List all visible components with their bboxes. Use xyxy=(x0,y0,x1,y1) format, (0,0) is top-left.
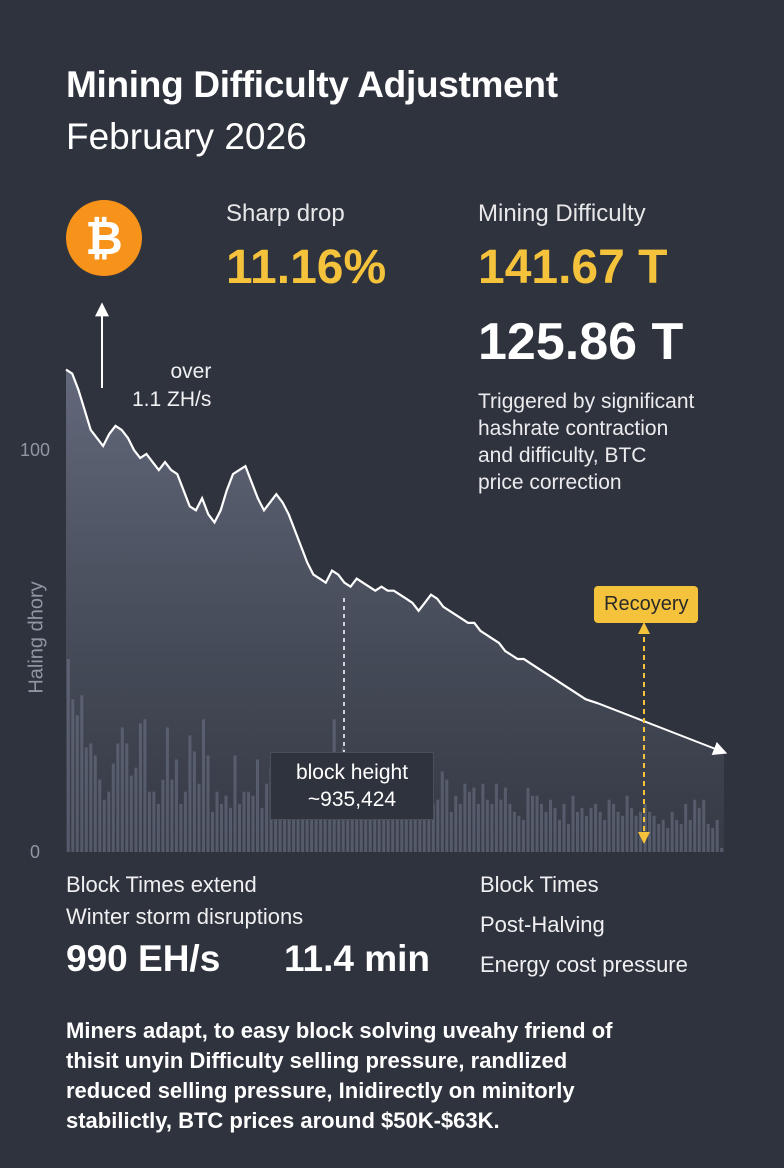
y-axis-title: Haling dhory xyxy=(25,581,48,694)
y-tick-0: 0 xyxy=(30,842,41,862)
summary-paragraph: Miners adapt, to easy block solving uvea… xyxy=(66,1016,756,1136)
hashrate-annotation-line: over xyxy=(170,360,212,383)
trigger-note-line: and difficulty, BTC xyxy=(478,444,647,467)
block-times-extend: Block Times extend xyxy=(66,872,257,897)
drop-label: Sharp drop xyxy=(226,200,345,227)
bitcoin-logo-icon: ₿ xyxy=(66,200,142,276)
post-halving-label: Post-Halving xyxy=(480,912,605,937)
summary-line: stabilictly, BTC prices around $50K-$63K… xyxy=(66,1108,500,1133)
difficulty-line xyxy=(65,368,599,705)
trigger-note: Triggered by significant hashrate contra… xyxy=(478,388,768,496)
hashrate-annotation-line: 1.1 ZH/s xyxy=(132,388,212,411)
page-title: Mining Difficulty Adjustment xyxy=(66,64,558,105)
difficulty-after-value: 125.86 T xyxy=(478,313,684,371)
winter-storm-label: Winter storm disruptions xyxy=(66,904,304,929)
difficulty-before-value: 141.67 T xyxy=(478,241,668,294)
block-height-value: ~935,424 xyxy=(307,788,397,811)
summary-line: reduced selling pressure, Inidirectly on… xyxy=(66,1078,575,1103)
y-tick-100: 100 xyxy=(20,440,51,460)
block-height-label: block height xyxy=(295,761,409,784)
difficulty-label: Mining Difficulty xyxy=(478,200,646,227)
difficulty-area xyxy=(66,369,724,852)
energy-cost-label: Energy cost pressure xyxy=(480,952,688,977)
trigger-note-line: Triggered by significant xyxy=(478,390,695,413)
trigger-note-line: price correction xyxy=(478,471,622,494)
block-times-label: Block Times xyxy=(480,872,599,897)
block-height-callout: block height ~935,424 xyxy=(270,752,434,820)
block-time-value: 11.4 min xyxy=(284,938,431,979)
hashrate-annotation: over 1.1 ZH/s xyxy=(132,358,211,414)
drop-value: 11.16% xyxy=(226,241,387,294)
trigger-note-line: hashrate contraction xyxy=(478,417,669,440)
recovery-badge: Recoyery xyxy=(594,586,699,623)
page-subtitle: February 2026 xyxy=(66,116,307,157)
trend-arrow xyxy=(597,702,728,755)
hashrate-value: 990 EH/s xyxy=(66,938,221,979)
summary-line: Miners adapt, to easy block solving uvea… xyxy=(66,1018,613,1043)
summary-line: thisit unyin Difficulty selling pressure… xyxy=(66,1048,568,1073)
